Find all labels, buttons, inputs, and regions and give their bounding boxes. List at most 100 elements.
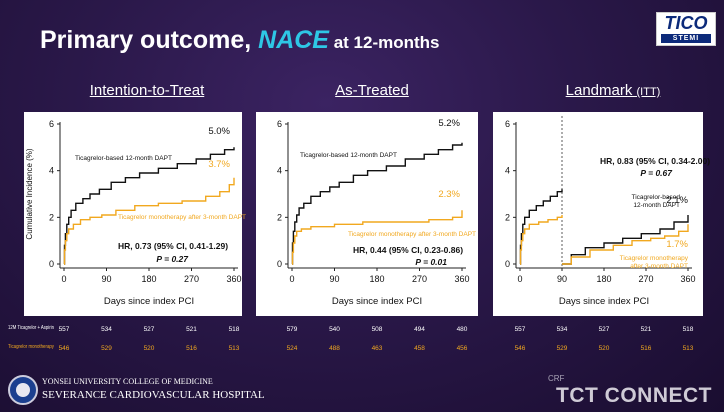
risk-cell-0-0-0: 557: [59, 326, 70, 333]
series-label-at-1: Ticagrelor monotherapy after 3-month DAP…: [348, 231, 476, 238]
hr-annotation-at: HR, 0.44 (95% CI, 0.23-0.86): [353, 245, 463, 255]
risk-cell-1-0-4: 513: [229, 345, 240, 352]
slide-title: Primary outcome, NACE at 12-months: [40, 26, 440, 55]
series-label-landmark-3: Ticagrelor monotherapy after 3-month DAPT: [620, 255, 689, 270]
risk-cell-1-1-4: 456: [457, 345, 468, 352]
p-annotation-landmark: P = 0.67: [640, 168, 673, 178]
series-line-at-1: [291, 210, 463, 265]
title-suffix: at 12-months: [328, 33, 440, 52]
x-axis-label-at: Days since index PCI: [332, 296, 422, 307]
x-tick-label-at-90: 90: [329, 274, 339, 284]
risk-cell-0-0-4: 518: [229, 326, 240, 333]
series-line-landmark-3: [562, 224, 689, 265]
y-tick-label-itt-4: 4: [49, 166, 54, 176]
risk-cell-0-0-1: 534: [101, 326, 112, 333]
risk-cell-0-0-3: 521: [186, 326, 197, 333]
risk-cell-0-2-2: 527: [599, 326, 610, 333]
y-tick-label-itt-6: 6: [49, 119, 54, 129]
risk-cell-0-1-0: 579: [287, 326, 298, 333]
panel-title-at-text: As-Treated: [335, 82, 409, 99]
risk-cell-1-2-2: 520: [599, 345, 610, 352]
p-annotation-at: P = 0.01: [415, 257, 447, 267]
risk-cell-0-2-0: 557: [515, 326, 526, 333]
panel-title-landmark-text: Landmark: [565, 82, 637, 99]
series-label-landmark-2: Ticagrelor-based 12-month DAPT: [631, 194, 680, 209]
title-accent: NACE: [258, 26, 329, 54]
footer-university: YONSEI UNIVERSITY COLLEGE OF MEDICINE: [42, 377, 213, 386]
y-tick-label-at-2: 2: [277, 212, 282, 222]
logo-line1: TICO: [664, 13, 708, 33]
y-tick-label-itt-0: 0: [49, 259, 54, 269]
risk-cell-0-1-4: 480: [457, 326, 468, 333]
x-tick-label-landmark-270: 270: [638, 274, 653, 284]
x-tick-label-itt-0: 0: [61, 274, 66, 284]
end-label-landmark-3: 1.7%: [666, 239, 688, 250]
risk-cell-0-2-4: 518: [683, 326, 694, 333]
risk-cell-1-1-0: 524: [287, 345, 298, 352]
risk-cell-1-0-2: 520: [144, 345, 155, 352]
series-label-part: 12-month DAPT: [633, 202, 680, 209]
series-label-part: after 3-month DAPT: [630, 263, 688, 270]
hr-annotation-landmark: HR, 0.83 (95% CI, 0.34-2.00): [600, 156, 710, 166]
risk-cell-1-2-0: 546: [515, 345, 526, 352]
risk-cell-1-1-1: 488: [329, 345, 340, 352]
risk-cell-1-2-4: 513: [683, 345, 694, 352]
x-tick-label-landmark-90: 90: [557, 274, 567, 284]
x-tick-label-itt-180: 180: [141, 274, 156, 284]
x-tick-label-at-270: 270: [412, 274, 427, 284]
x-tick-label-at-0: 0: [289, 274, 294, 284]
risk-cell-0-1-1: 540: [329, 326, 340, 333]
series-line-at-0: [291, 142, 463, 265]
series-line-landmark-2: [562, 215, 689, 265]
end-label-landmark-2: 2.1%: [666, 195, 688, 206]
hr-annotation-itt: HR, 0.73 (95% CI, 0.41-1.29): [118, 241, 228, 251]
x-tick-label-itt-90: 90: [101, 274, 111, 284]
panel-subtitle-landmark: (ITT): [636, 86, 661, 98]
risk-row-label-1: Ticagrelor monotherapy: [8, 344, 54, 350]
risk-cell-0-2-1: 534: [557, 326, 568, 333]
x-tick-label-at-360: 360: [454, 274, 469, 284]
y-tick-label-landmark-6: 6: [505, 119, 510, 129]
series-label-at-0: Ticagrelor-based 12-month DAPT: [300, 152, 397, 159]
series-label-part: Ticagrelor-based: [631, 194, 680, 201]
logo-line2: STEMI: [661, 34, 711, 43]
y-tick-label-at-6: 6: [277, 119, 282, 129]
p-annotation-itt: P = 0.27: [156, 254, 189, 264]
title-main: Primary outcome,: [40, 26, 259, 54]
panel-title-itt-text: Intention-to-Treat: [89, 82, 205, 99]
y-tick-label-landmark-4: 4: [505, 166, 510, 176]
risk-row-label-0: 12M Ticagrelor + Aspirin: [8, 325, 54, 331]
y-axis-label-itt: Cumulative Incidence (%): [25, 148, 34, 239]
series-line-itt-1: [63, 177, 235, 265]
plot-area-landmark: [493, 112, 703, 316]
risk-cell-0-1-3: 494: [414, 326, 425, 333]
x-tick-label-landmark-180: 180: [596, 274, 611, 284]
plot-area-at: [256, 112, 478, 316]
panel-title-at: As-Treated: [322, 82, 422, 99]
series-label-itt-0: Ticagrelor-based 12-month DAPT: [75, 155, 172, 162]
risk-cell-1-0-1: 529: [101, 345, 112, 352]
risk-cell-0-2-3: 521: [641, 326, 652, 333]
panel-title-itt: Intention-to-Treat: [82, 82, 212, 99]
y-tick-label-landmark-0: 0: [505, 259, 510, 269]
x-tick-label-landmark-360: 360: [680, 274, 695, 284]
x-axis-label-itt: Days since index PCI: [104, 296, 194, 307]
end-label-itt-1: 3.7%: [208, 159, 230, 170]
x-tick-label-at-180: 180: [369, 274, 384, 284]
x-tick-label-itt-360: 360: [226, 274, 241, 284]
panel-title-landmark: Landmark (ITT): [548, 82, 678, 99]
x-axis-label-landmark: Days since index PCI: [559, 296, 649, 307]
footer-crf: CRF: [548, 374, 565, 383]
yonsei-crest-icon: [8, 375, 38, 405]
tico-stemi-logo: TICO STEMI: [656, 12, 716, 46]
risk-cell-1-1-2: 463: [372, 345, 383, 352]
end-label-at-1: 2.3%: [438, 189, 460, 200]
series-line-landmark-1: [519, 215, 563, 265]
y-tick-label-landmark-2: 2: [505, 212, 510, 222]
risk-cell-1-0-0: 546: [59, 345, 70, 352]
risk-cell-1-0-3: 516: [186, 345, 197, 352]
risk-cell-1-2-1: 529: [557, 345, 568, 352]
series-line-itt-0: [63, 147, 235, 265]
